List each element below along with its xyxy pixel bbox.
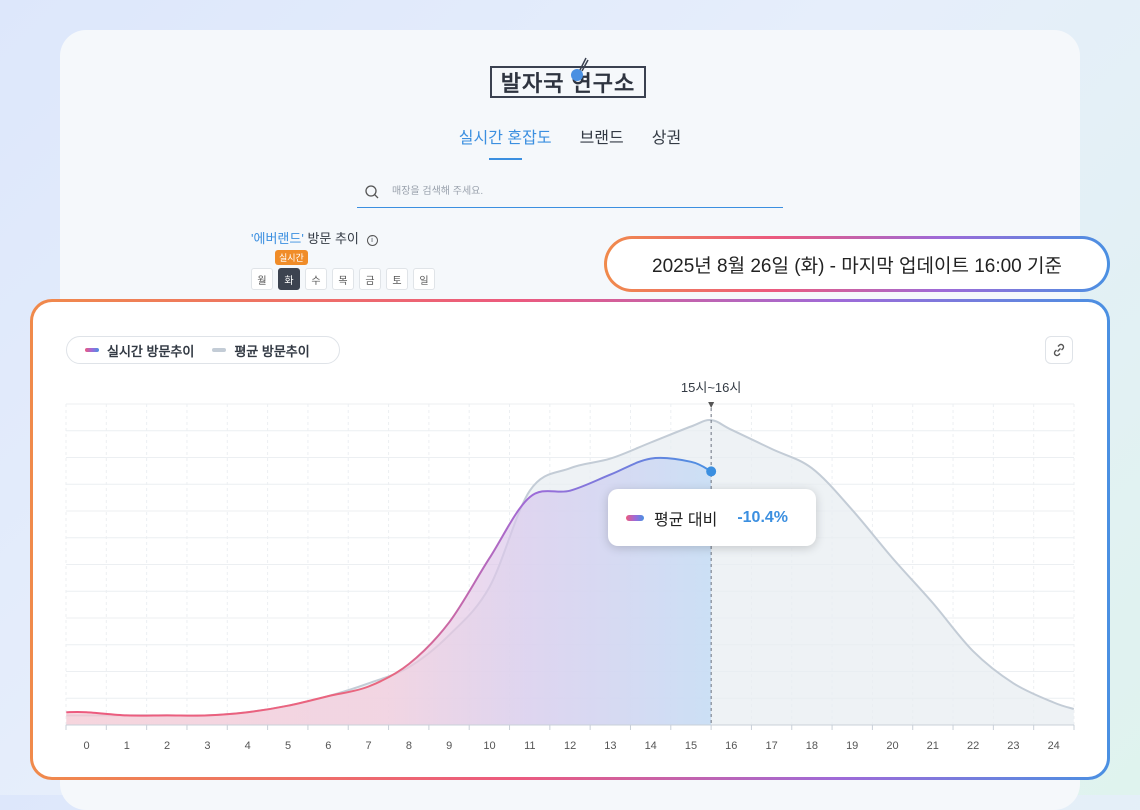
site-logo[interactable]: 발자국 연구소 [490, 57, 646, 98]
day-wed[interactable]: 수 [305, 268, 327, 290]
x-tick-label: 10 [483, 740, 495, 752]
logo-text: 발자국 연구소 [500, 71, 636, 96]
day-selector: 월 화 수 목 금 토 일 [251, 268, 435, 290]
tooltip-value: -10.4% [737, 508, 789, 526]
legend-realtime-swatch [85, 348, 99, 352]
current-time-pointer [708, 402, 715, 408]
legend-realtime-label: 실시간 방문추이 [107, 343, 195, 359]
brand-name: '에버랜드' [251, 231, 304, 246]
day-tue[interactable]: 화 [278, 268, 300, 290]
realtime-area [66, 457, 712, 725]
x-tick-label: 6 [325, 740, 331, 752]
main-nav: 실시간 혼잡도 브랜드 상권 [0, 124, 1140, 160]
realtime-series-line [66, 456, 712, 717]
day-mon[interactable]: 월 [251, 268, 273, 290]
x-tick-label: 1 [124, 740, 130, 752]
x-tick-label: 13 [604, 740, 616, 752]
legend-average-label: 평균 방문추이 [234, 343, 310, 359]
x-tick-label: 18 [806, 740, 818, 752]
x-tick-label: 23 [1007, 740, 1019, 752]
info-icon[interactable]: i [366, 235, 378, 246]
x-tick-label: 0 [83, 740, 89, 752]
x-tick-label: 11 [524, 740, 535, 752]
x-tick-label: 19 [846, 740, 858, 752]
realtime-badge: 실시간 [275, 250, 308, 265]
trend-title-text: 방문 추이 [307, 231, 359, 246]
tab-district[interactable]: 상권 [651, 130, 682, 147]
flask-icon [571, 57, 589, 81]
day-sat[interactable]: 토 [386, 268, 408, 290]
current-point [706, 466, 717, 477]
trend-title: '에버랜드' 방문 추이 i [251, 228, 378, 247]
tab-realtime[interactable]: 실시간 혼잡도 [459, 124, 552, 160]
link-icon [1053, 343, 1065, 357]
current-time-label: 15시~16시 [681, 380, 741, 395]
comparison-tooltip: 평균 대비 -10.4% [608, 489, 816, 546]
day-fri[interactable]: 금 [359, 268, 381, 290]
x-tick-label: 20 [886, 740, 898, 752]
x-tick-label: 22 [967, 740, 979, 752]
search-icon [365, 184, 379, 198]
date-label: 2025년 8월 26일 (화) - 마지막 업데이트 16:00 기준 [652, 255, 1062, 277]
x-tick-label: 12 [564, 740, 576, 752]
x-tick-label: 24 [1048, 740, 1060, 752]
x-tick-label: 5 [285, 740, 291, 752]
x-tick-label: 8 [406, 740, 412, 752]
day-sun[interactable]: 일 [413, 268, 435, 290]
x-tick-label: 9 [446, 740, 452, 752]
x-tick-label: 16 [725, 740, 737, 752]
x-axis-ticks: 0 1 2 3 4 5 6 7 8 9 10 11 12 13 14 15 16 17 18 19 20 21 22 23 24 [65, 725, 1075, 752]
share-link-button[interactable] [1045, 336, 1073, 364]
date-pill: 2025년 8월 26일 (화) - 마지막 업데이트 16:00 기준 [604, 236, 1110, 292]
x-tick-label: 3 [204, 740, 210, 752]
x-tick-label: 4 [245, 740, 251, 752]
tab-brand[interactable]: 브랜드 [579, 130, 624, 147]
x-tick-label: 2 [164, 740, 170, 752]
legend-average[interactable]: 평균 방문추이 [212, 341, 310, 360]
x-tick-label: 7 [366, 740, 372, 752]
x-tick-label: 21 [927, 740, 939, 752]
search-input[interactable] [390, 185, 774, 198]
day-thu[interactable]: 목 [332, 268, 354, 290]
x-tick-label: 14 [645, 740, 657, 752]
tooltip-swatch [626, 514, 644, 521]
legend-average-swatch [212, 348, 227, 352]
legend-realtime[interactable]: 실시간 방문추이 [85, 341, 194, 360]
x-tick-label: 17 [765, 740, 777, 752]
chart-legend: 실시간 방문추이 평균 방문추이 [66, 336, 340, 364]
search-bar [357, 176, 783, 208]
x-tick-label: 15 [685, 740, 697, 752]
tooltip-label: 평균 대비 [654, 511, 718, 529]
